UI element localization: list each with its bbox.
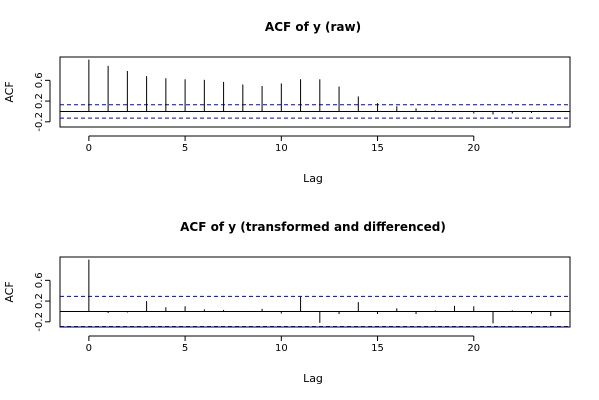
x-tick-label: 20 (467, 143, 480, 154)
x-tick-label: 5 (182, 143, 188, 154)
x-tick-label: 10 (275, 143, 288, 154)
x-tick-label: 5 (182, 343, 188, 354)
y-tick-label: 0.2 (34, 93, 45, 109)
plot-frame (59, 256, 571, 328)
y-tick-label: -0.2 (34, 112, 45, 132)
y-axis-title: ACF (3, 281, 16, 302)
y-tick-label: -0.2 (34, 312, 45, 332)
x-axis-title: Lag (303, 372, 323, 385)
chart-title: ACF of y (transformed and differenced) (180, 220, 446, 234)
x-tick-label: 15 (371, 143, 384, 154)
y-tick-label: 0.2 (34, 293, 45, 309)
x-tick-label: 0 (86, 143, 92, 154)
x-tick-label: 0 (86, 343, 92, 354)
acf-raw-panel: ACF of y (raw) 0 5 10 15 20 -0.2 0.2 0.6 Lag A… (3, 20, 571, 185)
acf-transformed-panel: ACF of y (transformed and differenced) 0… (3, 220, 571, 385)
y-tick-label: 0.6 (34, 272, 45, 288)
x-tick-label: 10 (275, 343, 288, 354)
plot-frame (59, 56, 571, 128)
y-tick-label: 0.6 (34, 72, 45, 88)
chart-title: ACF of y (raw) (265, 20, 361, 34)
x-axis-title: Lag (303, 172, 323, 185)
x-tick-label: 20 (467, 343, 480, 354)
y-axis-title: ACF (3, 81, 16, 102)
x-tick-label: 15 (371, 343, 384, 354)
